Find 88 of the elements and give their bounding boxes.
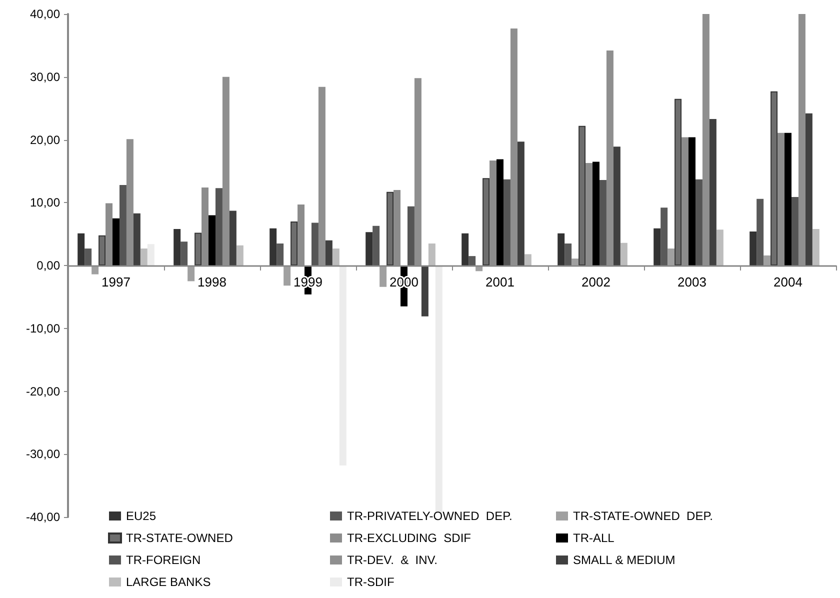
bar xyxy=(270,228,277,266)
legend-label: TR-STATE-OWNED DEP. xyxy=(573,509,714,523)
bar xyxy=(592,162,600,266)
bar xyxy=(366,232,373,266)
bar xyxy=(812,229,820,266)
bar xyxy=(524,254,532,266)
x-tick-label: 1998 xyxy=(198,274,226,290)
bar xyxy=(147,244,154,266)
bar xyxy=(517,142,524,266)
legend-label: TR-ALL xyxy=(573,531,615,545)
bar xyxy=(564,243,572,266)
bar xyxy=(668,248,675,266)
legend-label: TR-EXCLUDING SDIF xyxy=(347,531,472,545)
bar xyxy=(654,228,661,266)
x-tick-label: 2002 xyxy=(582,274,610,290)
y-tick-label: 0,00 xyxy=(36,258,60,272)
bar xyxy=(791,196,798,266)
bar xyxy=(756,198,764,266)
legend-label: EU25 xyxy=(126,509,156,523)
bar xyxy=(558,233,565,266)
bar xyxy=(311,222,318,266)
bar xyxy=(660,208,668,266)
x-tick-label: 2003 xyxy=(678,274,706,290)
bar xyxy=(468,256,476,266)
legend-label: LARGE BANKS xyxy=(126,575,211,589)
bar xyxy=(339,266,346,466)
bar xyxy=(572,258,579,266)
y-tick-label: 20,00 xyxy=(30,132,60,147)
bar xyxy=(78,233,85,266)
y-tick-label: -20,00 xyxy=(26,384,60,398)
bar xyxy=(784,132,792,266)
bar xyxy=(462,233,469,266)
bar xyxy=(372,226,380,266)
y-tick-label: 30,00 xyxy=(30,70,60,84)
bar xyxy=(613,146,620,266)
bar xyxy=(140,248,148,266)
bar xyxy=(284,266,291,286)
legend-label: TR-SDIF xyxy=(347,575,394,589)
bar xyxy=(133,213,140,266)
bar xyxy=(674,98,682,266)
legend-label: TR-FOREIGN xyxy=(126,553,201,567)
bar xyxy=(194,232,202,266)
y-tick-label: 10,00 xyxy=(30,196,60,210)
bar xyxy=(215,188,222,266)
bar xyxy=(709,119,716,266)
bar xyxy=(435,266,442,514)
y-tick-label: -30,00 xyxy=(26,447,60,462)
bar xyxy=(620,242,628,266)
bar xyxy=(276,243,284,266)
bar xyxy=(174,229,181,266)
bar xyxy=(380,266,387,287)
bar xyxy=(496,159,504,266)
bar xyxy=(503,179,510,266)
bar xyxy=(688,137,696,266)
x-tick-label: 2001 xyxy=(486,274,514,290)
bar xyxy=(119,185,126,266)
bar xyxy=(764,255,771,266)
x-tick-label: 1997 xyxy=(102,274,130,290)
bar xyxy=(290,221,298,266)
bar xyxy=(229,210,236,266)
x-tick-label: 2004 xyxy=(774,274,802,290)
y-tick-label: -10,00 xyxy=(26,321,60,336)
legend-label: TR-PRIVATELY-OWNED DEP. xyxy=(347,509,512,523)
legend-label: TR-STATE-OWNED xyxy=(126,531,234,545)
bar xyxy=(716,230,724,266)
bar xyxy=(325,240,332,266)
bar xyxy=(84,248,92,266)
bar xyxy=(770,91,778,266)
bar xyxy=(421,266,428,316)
y-tick-label: 40,00 xyxy=(30,7,60,21)
bar xyxy=(750,232,757,266)
bar xyxy=(428,243,436,266)
bar xyxy=(805,113,812,266)
legend-label: SMALL & MEDIUM xyxy=(573,553,676,567)
legend-label: TR-DEV. & INV. xyxy=(347,553,438,567)
bar xyxy=(236,245,244,266)
bar xyxy=(180,242,188,266)
bar xyxy=(208,215,216,266)
bar xyxy=(112,218,120,266)
bar xyxy=(482,178,490,266)
bar xyxy=(98,235,106,266)
bar xyxy=(332,248,340,266)
bar xyxy=(578,126,586,266)
bar xyxy=(599,180,606,266)
bar xyxy=(386,192,394,266)
bar xyxy=(695,179,702,266)
y-tick-label: -40,00 xyxy=(26,510,60,524)
bar xyxy=(407,206,414,266)
